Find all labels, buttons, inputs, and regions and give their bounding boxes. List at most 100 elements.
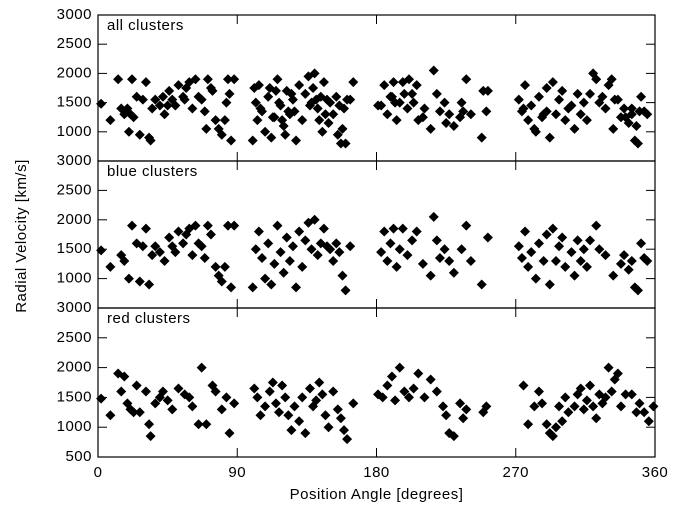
point <box>476 279 487 290</box>
point <box>144 419 155 430</box>
point <box>597 91 608 102</box>
point <box>297 392 308 403</box>
point <box>588 401 599 412</box>
point <box>216 276 227 287</box>
point <box>312 250 323 261</box>
point <box>544 279 555 290</box>
point <box>419 103 430 114</box>
point <box>342 434 353 445</box>
point <box>267 112 278 123</box>
point <box>337 123 348 134</box>
point <box>325 97 336 108</box>
point <box>417 258 428 269</box>
y-tick-label: 2500 <box>57 181 92 198</box>
point <box>284 255 295 266</box>
point <box>170 247 181 258</box>
point <box>277 380 288 391</box>
point <box>340 285 351 296</box>
point <box>600 103 611 114</box>
point <box>402 250 413 261</box>
point <box>411 80 422 91</box>
point <box>623 264 634 275</box>
point <box>199 106 210 117</box>
point <box>250 97 261 108</box>
point <box>572 235 583 246</box>
point <box>581 115 592 126</box>
panel-label: blue clusters <box>107 163 198 180</box>
y-tick-label: 1000 <box>57 418 92 435</box>
point <box>283 410 294 421</box>
point <box>428 65 439 76</box>
point <box>274 407 285 418</box>
point <box>478 85 489 96</box>
point <box>385 238 396 249</box>
point <box>425 270 436 281</box>
point <box>572 88 583 99</box>
point <box>309 68 320 79</box>
point <box>642 109 653 120</box>
point <box>164 232 175 243</box>
point <box>140 77 151 88</box>
point <box>145 431 156 442</box>
point <box>266 132 277 143</box>
point <box>247 135 258 146</box>
point <box>529 123 540 134</box>
point <box>578 404 589 415</box>
point <box>140 223 151 234</box>
point <box>134 407 145 418</box>
point <box>320 109 331 120</box>
point <box>439 97 450 108</box>
point <box>526 247 537 258</box>
point <box>391 115 402 126</box>
point <box>334 247 345 258</box>
x-tick-label: 180 <box>363 464 390 481</box>
point <box>286 425 297 436</box>
point <box>257 253 268 264</box>
point <box>619 103 630 114</box>
point <box>397 223 408 234</box>
point <box>563 103 574 114</box>
point <box>201 419 212 430</box>
point <box>523 115 534 126</box>
point <box>441 410 452 421</box>
point <box>116 386 127 397</box>
point <box>159 109 170 120</box>
point <box>105 261 116 272</box>
point <box>547 223 558 234</box>
y-tick-label: 1000 <box>57 270 92 287</box>
point <box>281 232 292 243</box>
y-tick-label: 1500 <box>57 94 92 111</box>
point <box>184 392 195 403</box>
point <box>144 279 155 290</box>
point <box>147 250 158 261</box>
point <box>541 229 552 240</box>
point <box>137 94 148 105</box>
point <box>270 398 281 409</box>
point <box>634 106 645 117</box>
point <box>537 398 548 409</box>
point <box>289 401 300 412</box>
point <box>187 103 198 114</box>
point <box>229 220 240 231</box>
point <box>216 404 227 415</box>
point <box>134 129 145 140</box>
point <box>255 410 266 421</box>
point <box>308 83 319 93</box>
point <box>335 413 346 424</box>
point <box>476 132 487 143</box>
y-tick-label: 2500 <box>57 35 92 52</box>
point <box>289 106 300 117</box>
point <box>554 401 565 412</box>
point <box>643 416 654 427</box>
point <box>252 115 263 126</box>
point <box>444 109 455 120</box>
point <box>253 80 264 91</box>
point <box>311 395 322 406</box>
point <box>606 386 617 397</box>
point <box>199 253 210 264</box>
point <box>128 407 139 418</box>
point <box>314 115 325 126</box>
point <box>202 220 213 231</box>
point <box>96 98 107 109</box>
point <box>105 115 116 126</box>
